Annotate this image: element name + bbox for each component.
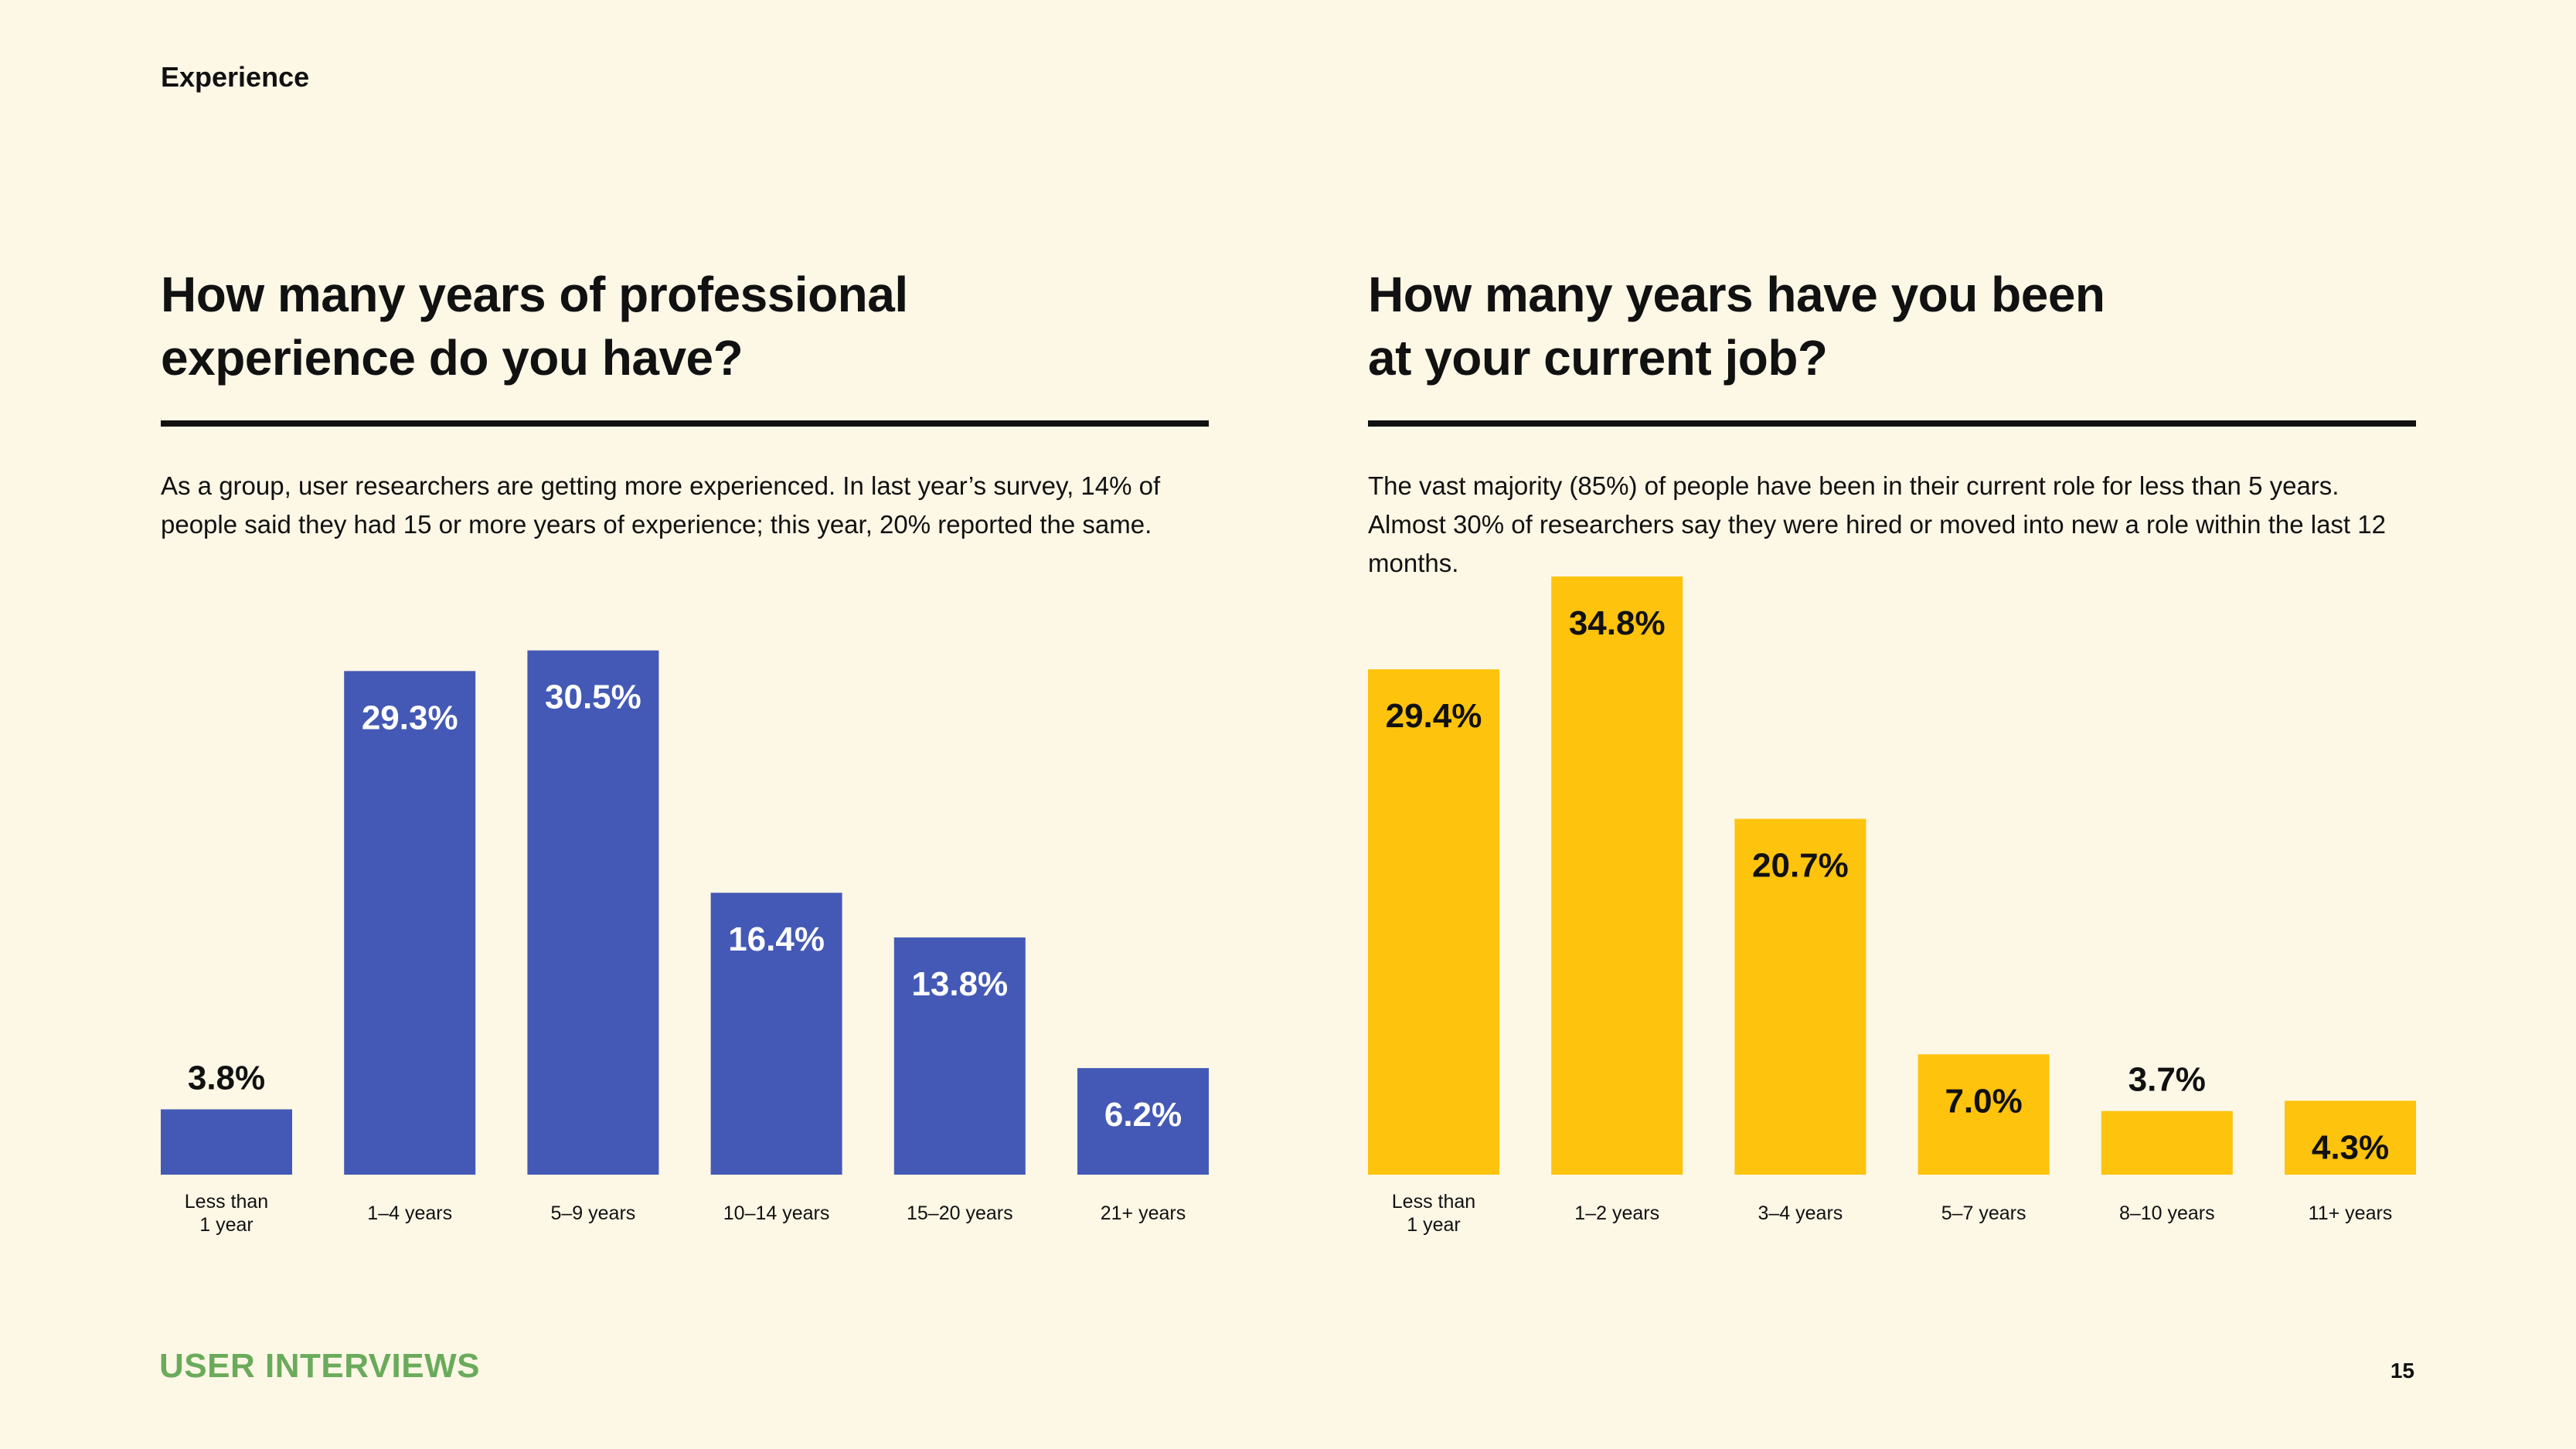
tick-label-5-9-years: 5–9 years <box>551 1202 636 1224</box>
data-label-less-than-1-year: 3.8% <box>188 1059 265 1097</box>
bar-5-9-years <box>527 650 659 1175</box>
tick-label-1-2-years: 1–2 years <box>1574 1202 1659 1224</box>
tick-label-3-4-years: 3–4 years <box>1758 1202 1843 1224</box>
bar-21-years <box>1077 1068 1209 1175</box>
tick-label-5-7-years: 5–7 years <box>1941 1202 2026 1224</box>
tick-label-less-than-1-year-line-1: Less than <box>185 1191 268 1213</box>
experience-bar-chart: 3.8% Less than 1 year 29.3% 1–4 years 30.5% 5–… <box>161 618 1209 1329</box>
title-divider <box>1368 420 2416 427</box>
tick-label-less-than-1-year-line-1: Less than <box>1392 1191 1475 1213</box>
title-divider <box>161 420 1209 427</box>
tenure-bar-chart: 29.4% Less than 1 year 34.8% 1–2 years 20.7% 3… <box>1368 577 2416 1329</box>
tenure-panel: How many years have you been at your cur… <box>1368 263 2416 1236</box>
data-label-5-7-years: 7.0% <box>1945 1082 2022 1120</box>
bar-11-years <box>2285 1100 2416 1175</box>
bar-1-2-years <box>1551 577 1683 1175</box>
data-label-15-20-years: 13.8% <box>911 965 1008 1003</box>
bar-less-than-1-year <box>1368 669 1499 1175</box>
tick-label-15-20-years: 15–20 years <box>907 1202 1013 1224</box>
data-label-5-9-years: 30.5% <box>545 679 641 716</box>
brand-logo-text: USER INTERVIEWS <box>159 1347 480 1385</box>
tick-label-8-10-years: 8–10 years <box>2119 1202 2215 1224</box>
question-title-line-2: at your current job? <box>1368 330 1828 386</box>
bar-5-7-years <box>1918 1054 2050 1175</box>
data-label-1-4-years: 29.3% <box>362 699 458 736</box>
question-title-line-2: experience do you have? <box>161 330 744 386</box>
bar-15-20-years <box>893 937 1026 1175</box>
bar-1-4-years <box>344 671 476 1175</box>
data-label-less-than-1-year: 29.4% <box>1386 697 1482 735</box>
bar-10-14-years <box>710 893 842 1175</box>
tick-label-less-than-1-year-line-2: 1 year <box>1407 1214 1460 1236</box>
data-label-11-years: 4.3% <box>2312 1128 2389 1166</box>
question-title: How many years have you been at your cur… <box>1368 263 2416 389</box>
bar-3-4-years <box>1734 818 1866 1175</box>
tick-label-11-years: 11+ years <box>2309 1202 2393 1224</box>
data-label-8-10-years: 3.7% <box>2129 1061 2206 1099</box>
question-description: As a group, user researchers are getting… <box>161 471 1161 539</box>
bar-8-10-years <box>2101 1111 2233 1175</box>
section-label: Experience <box>161 61 310 93</box>
data-label-3-4-years: 20.7% <box>1752 847 1849 885</box>
page-number: 15 <box>2390 1359 2414 1383</box>
question-title: How many years of professional experienc… <box>161 263 1209 389</box>
question-title-line-1: How many years have you been <box>1368 267 2105 322</box>
question-description: The vast majority (85%) of people have b… <box>1368 471 2386 577</box>
experience-panel: How many years of professional experienc… <box>161 263 1209 1236</box>
question-title-line-1: How many years of professional <box>161 267 908 322</box>
data-label-10-14-years: 16.4% <box>728 920 825 958</box>
tick-label-10-14-years: 10–14 years <box>723 1202 830 1224</box>
bar-less-than-1-year <box>161 1109 292 1175</box>
data-label-21-years: 6.2% <box>1104 1096 1182 1134</box>
tick-label-1-4-years: 1–4 years <box>367 1202 452 1224</box>
tick-label-less-than-1-year-line-2: 1 year <box>199 1214 253 1236</box>
data-label-1-2-years: 34.8% <box>1569 604 1666 642</box>
tick-label-21-years: 21+ years <box>1101 1202 1186 1224</box>
